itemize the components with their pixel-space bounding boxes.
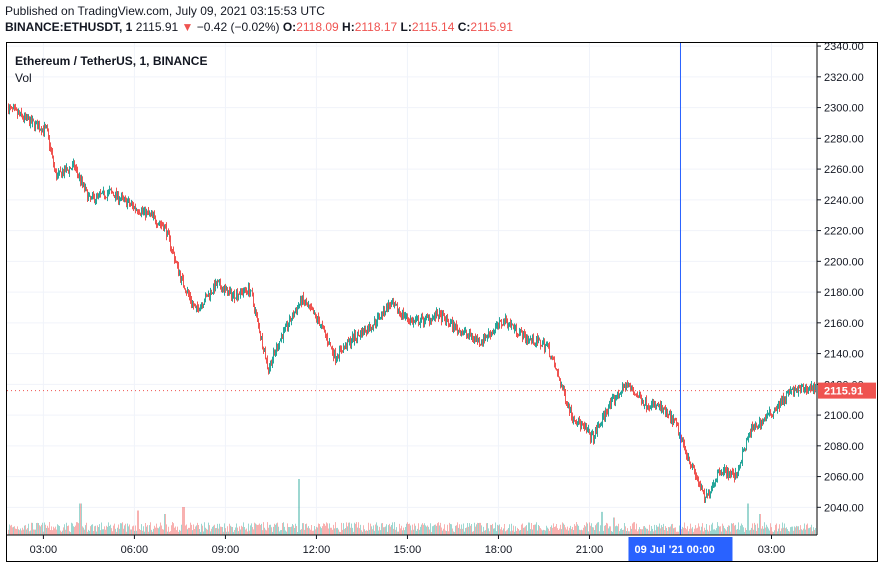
low-value: 2115.14 — [411, 20, 455, 34]
y-tick-label: 2260.00 — [824, 164, 864, 176]
plot-border — [6, 42, 878, 562]
y-tick-label: 2300.00 — [824, 103, 864, 115]
x-tick-label: 09:00 — [212, 544, 240, 556]
last-price-tag-text: 2115.91 — [824, 386, 863, 398]
y-tick-label: 2100.00 — [824, 410, 864, 422]
symbol-name: BINANCE:ETHUSDT, 1 — [5, 20, 133, 34]
x-tick-label: 06:00 — [121, 544, 149, 556]
candlestick-series — [8, 103, 816, 504]
crosshair-time-tag-text: 09 Jul '21 00:00 — [634, 544, 714, 556]
x-tick-label: 03:00 — [758, 544, 786, 556]
published-line: Published on TradingView.com, July 09, 2… — [5, 4, 325, 18]
time-axis[interactable]: 03:00 06:00 09:00 12:00 15:00 18:00 21:00 03:00 — [7, 534, 817, 556]
y-tick-label: 2320.00 — [824, 72, 864, 84]
y-tick-label: 2220.00 — [824, 226, 864, 238]
close-value: 2115.91 — [470, 20, 513, 34]
down-arrow-icon: ▼ — [181, 20, 194, 34]
price-change: −0.42 (−0.02%) — [196, 20, 280, 34]
x-tick-label: 12:00 — [303, 544, 331, 556]
high-label: H: — [342, 20, 355, 34]
open-label: O: — [282, 20, 297, 34]
last-price-tag: 2115.91 — [818, 382, 876, 399]
y-tick-label: 2060.00 — [824, 472, 864, 484]
chart-title: Ethereum / TetherUS, 1, BINANCE — [15, 54, 207, 68]
y-tick-label: 2280.00 — [824, 133, 864, 145]
high-value: 2118.17 — [354, 20, 398, 34]
y-tick-label: 2140.00 — [824, 349, 864, 361]
last-price: 2115.91 — [135, 20, 179, 34]
x-tick-label: 15:00 — [394, 544, 422, 556]
x-tick-label: 18:00 — [485, 544, 513, 556]
y-tick-label: 2240.00 — [824, 195, 864, 207]
y-tick-label: 2180.00 — [824, 287, 864, 299]
close-label: C: — [457, 20, 471, 34]
chart-header: Published on TradingView.com, July 09, 2… — [5, 3, 513, 35]
crosshair-time-tag: 09 Jul '21 00:00 — [628, 537, 733, 561]
y-tick-label: 2340.00 — [824, 41, 864, 53]
volume-bars — [8, 479, 816, 535]
y-tick-label: 2160.00 — [824, 318, 864, 330]
symbol-ohlc-line: BINANCE:ETHUSDT, 1 2115.91 ▼ −0.42 (−0.0… — [5, 19, 513, 35]
low-label: L: — [400, 20, 412, 34]
price-axis[interactable]: 2040.002060.002080.002100.002120.002140.… — [816, 41, 864, 535]
x-tick-label: 03:00 — [30, 544, 58, 556]
y-tick-label: 2040.00 — [824, 502, 864, 514]
y-tick-label: 2080.00 — [824, 441, 864, 453]
open-value: 2118.09 — [296, 20, 339, 34]
y-tick-label: 2200.00 — [824, 256, 864, 268]
volume-label: Vol — [15, 71, 32, 85]
x-tick-label: 21:00 — [576, 544, 604, 556]
grid-lines — [7, 43, 817, 535]
